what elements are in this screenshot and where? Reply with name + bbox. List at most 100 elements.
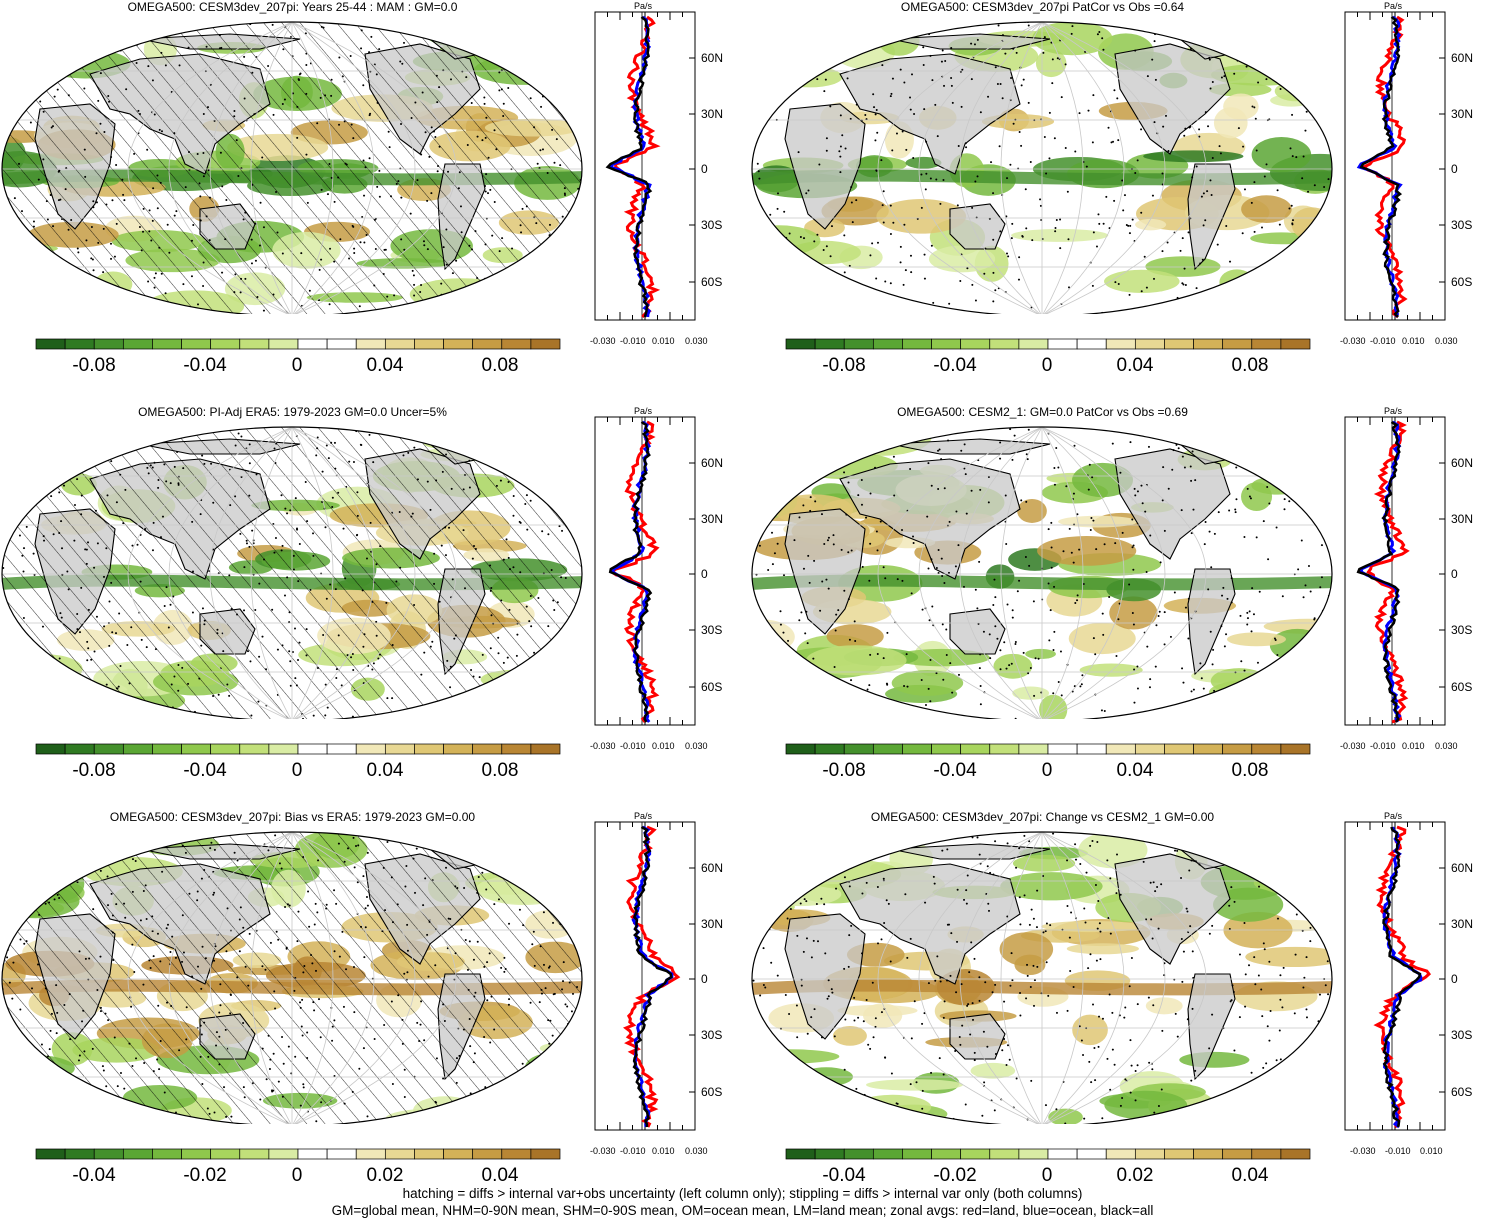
stipple-dot [777, 192, 780, 195]
stipple-dot [1234, 511, 1237, 514]
map-outline [751, 831, 1333, 1124]
stipple-dot [1132, 568, 1135, 571]
stipple-dot [983, 1081, 986, 1084]
stipple-dot [1119, 471, 1122, 474]
stipple-dot [1108, 596, 1111, 599]
stipple-dot [1029, 667, 1032, 670]
stipple-dot [971, 1018, 974, 1021]
stipple-dot [993, 578, 996, 581]
stipple-dot [457, 842, 460, 845]
stipple-dot [1251, 105, 1254, 108]
stipple-dot [876, 832, 879, 833]
colorbar: -0.08 -0.04 0 0.04 0.08 [35, 338, 561, 376]
stipple-dot [906, 685, 909, 688]
anomaly-blob [752, 74, 795, 100]
stipple-dot [855, 303, 858, 306]
stipple-dot [759, 475, 762, 478]
stipple-dot [1217, 511, 1220, 514]
stipple-dot [765, 219, 768, 222]
stipple-dot [827, 995, 830, 998]
zonal-lat-label: 60N [701, 51, 723, 65]
stipple-dot [439, 431, 442, 434]
stipple-dot [973, 1059, 976, 1062]
stipple-dot [3, 624, 6, 627]
meridian-line [1041, 427, 1207, 719]
stipple-dot [1191, 450, 1194, 453]
stipple-dot [510, 31, 513, 34]
anomaly-blob [752, 832, 785, 855]
stipple-dot [1070, 32, 1073, 35]
stipple-dot [1191, 1007, 1194, 1010]
stipple-dot [901, 130, 904, 133]
stipple-dot [1238, 1016, 1241, 1019]
stipple-dot [992, 271, 995, 274]
stipple-dot [827, 587, 830, 590]
stipple-dot [1173, 16, 1175, 18]
stipple-dot [930, 558, 933, 561]
stipple-dot [1157, 1104, 1160, 1107]
stipple-dot [976, 607, 979, 610]
colorbar-box [355, 1148, 386, 1160]
stipple-dot [1329, 669, 1332, 672]
anomaly-blob [1226, 632, 1286, 647]
stipple-dot [925, 140, 928, 143]
anomaly-blob [777, 66, 843, 88]
stipple-dot [971, 206, 974, 209]
stipple-dot [8, 693, 11, 696]
stipple-dot [32, 1094, 35, 1097]
stipple-dot [1228, 927, 1231, 930]
panel-4: OMEGA500: CESM2_1: GM=0.0 PatCor vs Obs … [750, 405, 1485, 810]
colorbar-box [239, 338, 270, 350]
stipple-dot [1190, 859, 1193, 862]
colorbar: -0.04 -0.02 0 0.02 0.04 [35, 1148, 561, 1186]
stipple-dot [1035, 926, 1038, 929]
stipple-dot [534, 873, 537, 876]
stipple-dot [1174, 307, 1177, 310]
colorbar-tick-label: -0.08 [822, 355, 865, 376]
stipple-dot [1043, 135, 1046, 138]
stipple-dot [580, 205, 582, 208]
stipple-dot [761, 1099, 764, 1102]
meridian-line [291, 427, 334, 719]
stipple-dot [1330, 22, 1332, 24]
stipple-dot [1088, 463, 1091, 466]
stipple-dot [1006, 252, 1009, 255]
stipple-dot [924, 901, 927, 904]
meridian-line [291, 427, 375, 719]
stipple-dot [839, 114, 842, 117]
stipple-dot [1257, 974, 1260, 977]
stipple-dot [1288, 695, 1291, 698]
stipple-dot [987, 909, 990, 912]
stipple-dot [826, 1078, 829, 1081]
stipple-dot [1243, 921, 1246, 924]
stipple-dot [1202, 224, 1205, 227]
stipple-dot [1326, 233, 1329, 236]
stipple-dot [1134, 49, 1137, 52]
stipple-dot [1211, 924, 1214, 927]
stipple-dot [513, 859, 516, 862]
stipple-dot [806, 1032, 809, 1035]
stipple-dot [104, 833, 107, 836]
colorbar-box [384, 743, 415, 755]
stipple-dot [1087, 109, 1090, 112]
stipple-dot [937, 571, 940, 574]
stipple-dot [1146, 645, 1149, 648]
stipple-dot [1066, 904, 1069, 907]
stipple-dot [425, 441, 428, 444]
stipple-dot [910, 1037, 913, 1040]
stipple-dot [68, 273, 71, 276]
anomaly-blob [905, 156, 942, 169]
stipple-dot [897, 420, 899, 422]
stipple-dot [1275, 1059, 1278, 1062]
zonal-x-tick-label: 0.030 [685, 741, 708, 751]
stipple-dot [460, 1113, 463, 1116]
anomaly-blob [494, 856, 530, 876]
stipple-dot [1282, 966, 1285, 969]
stipple-dot [959, 1043, 962, 1046]
stipple-dot [1078, 112, 1081, 115]
stipple-dot [788, 1013, 791, 1016]
stipple-dot [1216, 243, 1219, 246]
stipple-dot [490, 443, 493, 446]
stipple-dot [98, 307, 101, 310]
